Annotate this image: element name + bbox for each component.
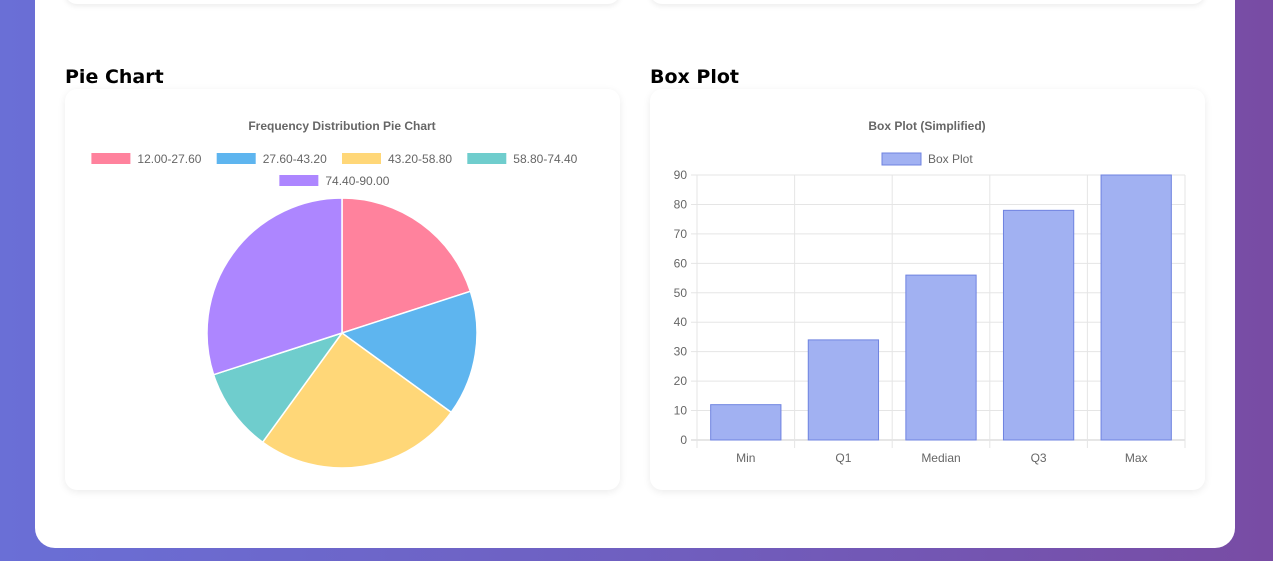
pie-slice-3: [212, 331, 344, 444]
y-tick-60: 60: [674, 256, 688, 270]
bar-legend-label: Box Plot: [928, 152, 973, 166]
bar-legend-swatch: [881, 152, 922, 166]
y-tick-10: 10: [674, 404, 688, 418]
x-tick-max: Max: [1125, 451, 1148, 465]
legend-label-4: 74.40-90.00: [325, 174, 389, 188]
legend-label-3: 58.80-74.40: [513, 152, 577, 166]
pie-slice-2: [261, 331, 453, 469]
legend-swatch-1: [216, 153, 256, 164]
previous-card-left: [65, 0, 620, 4]
bar-q1: [807, 339, 880, 441]
y-tick-0: 0: [680, 433, 687, 447]
bar-median: [905, 274, 977, 441]
x-tick-median: Median: [921, 451, 960, 465]
legend-label-1: 27.60-43.20: [263, 152, 327, 166]
bar-min: [710, 404, 782, 441]
previous-card-right: [650, 0, 1205, 4]
x-tick-q3: Q3: [1031, 451, 1047, 465]
legend-swatch-4: [279, 175, 319, 186]
legend-label-2: 43.20-58.80: [388, 152, 452, 166]
pie-chart-heading: Pie Chart: [65, 66, 164, 88]
legend-swatch-3: [467, 153, 507, 164]
y-tick-50: 50: [674, 286, 688, 300]
y-tick-90: 90: [674, 168, 688, 182]
y-tick-80: 80: [674, 197, 688, 211]
x-tick-q1: Q1: [835, 451, 851, 465]
box-plot-heading: Box Plot: [650, 66, 739, 88]
pie-slice-1: [340, 290, 478, 414]
bar-max: [1100, 174, 1172, 441]
legend-swatch-2: [342, 153, 381, 164]
bar-chart-title: Box Plot (Simplified): [868, 119, 985, 133]
y-tick-40: 40: [674, 315, 688, 329]
legend-label-0: 12.00-27.60: [137, 152, 201, 166]
y-tick-30: 30: [674, 345, 688, 359]
pie-slice-4: [206, 197, 343, 376]
bar-q3: [1002, 209, 1075, 441]
pie-slice-0: [341, 197, 472, 335]
legend-swatch-0: [91, 153, 131, 164]
y-tick-20: 20: [674, 374, 688, 388]
y-tick-70: 70: [674, 227, 688, 241]
x-tick-min: Min: [736, 451, 755, 465]
pie-chart-title: Frequency Distribution Pie Chart: [248, 119, 435, 133]
